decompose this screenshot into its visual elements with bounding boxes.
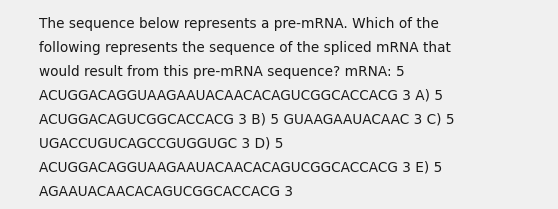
- Text: UGACCUGUCAGCCGUGGUGC 3 D) 5: UGACCUGUCAGCCGUGGUGC 3 D) 5: [39, 137, 283, 151]
- Text: The sequence below represents a pre-mRNA. Which of the: The sequence below represents a pre-mRNA…: [39, 17, 439, 31]
- Text: ACUGGACAGUCGGCACCACG 3 B) 5 GUAAGAAUACAAC 3 C) 5: ACUGGACAGUCGGCACCACG 3 B) 5 GUAAGAAUACAA…: [39, 113, 455, 127]
- Text: AGAAUACAACACAGUCGGCACCACG 3: AGAAUACAACACAGUCGGCACCACG 3: [39, 185, 293, 199]
- Text: ACUGGACAGGUAAGAAUACAACACAGUCGGCACCACG 3 A) 5: ACUGGACAGGUAAGAAUACAACACAGUCGGCACCACG 3 …: [39, 89, 443, 103]
- Text: ACUGGACAGGUAAGAAUACAACACAGUCGGCACCACG 3 E) 5: ACUGGACAGGUAAGAAUACAACACAGUCGGCACCACG 3 …: [39, 161, 442, 175]
- Text: would result from this pre-mRNA sequence? mRNA: 5: would result from this pre-mRNA sequence…: [39, 65, 405, 79]
- Text: following represents the sequence of the spliced mRNA that: following represents the sequence of the…: [39, 41, 451, 55]
